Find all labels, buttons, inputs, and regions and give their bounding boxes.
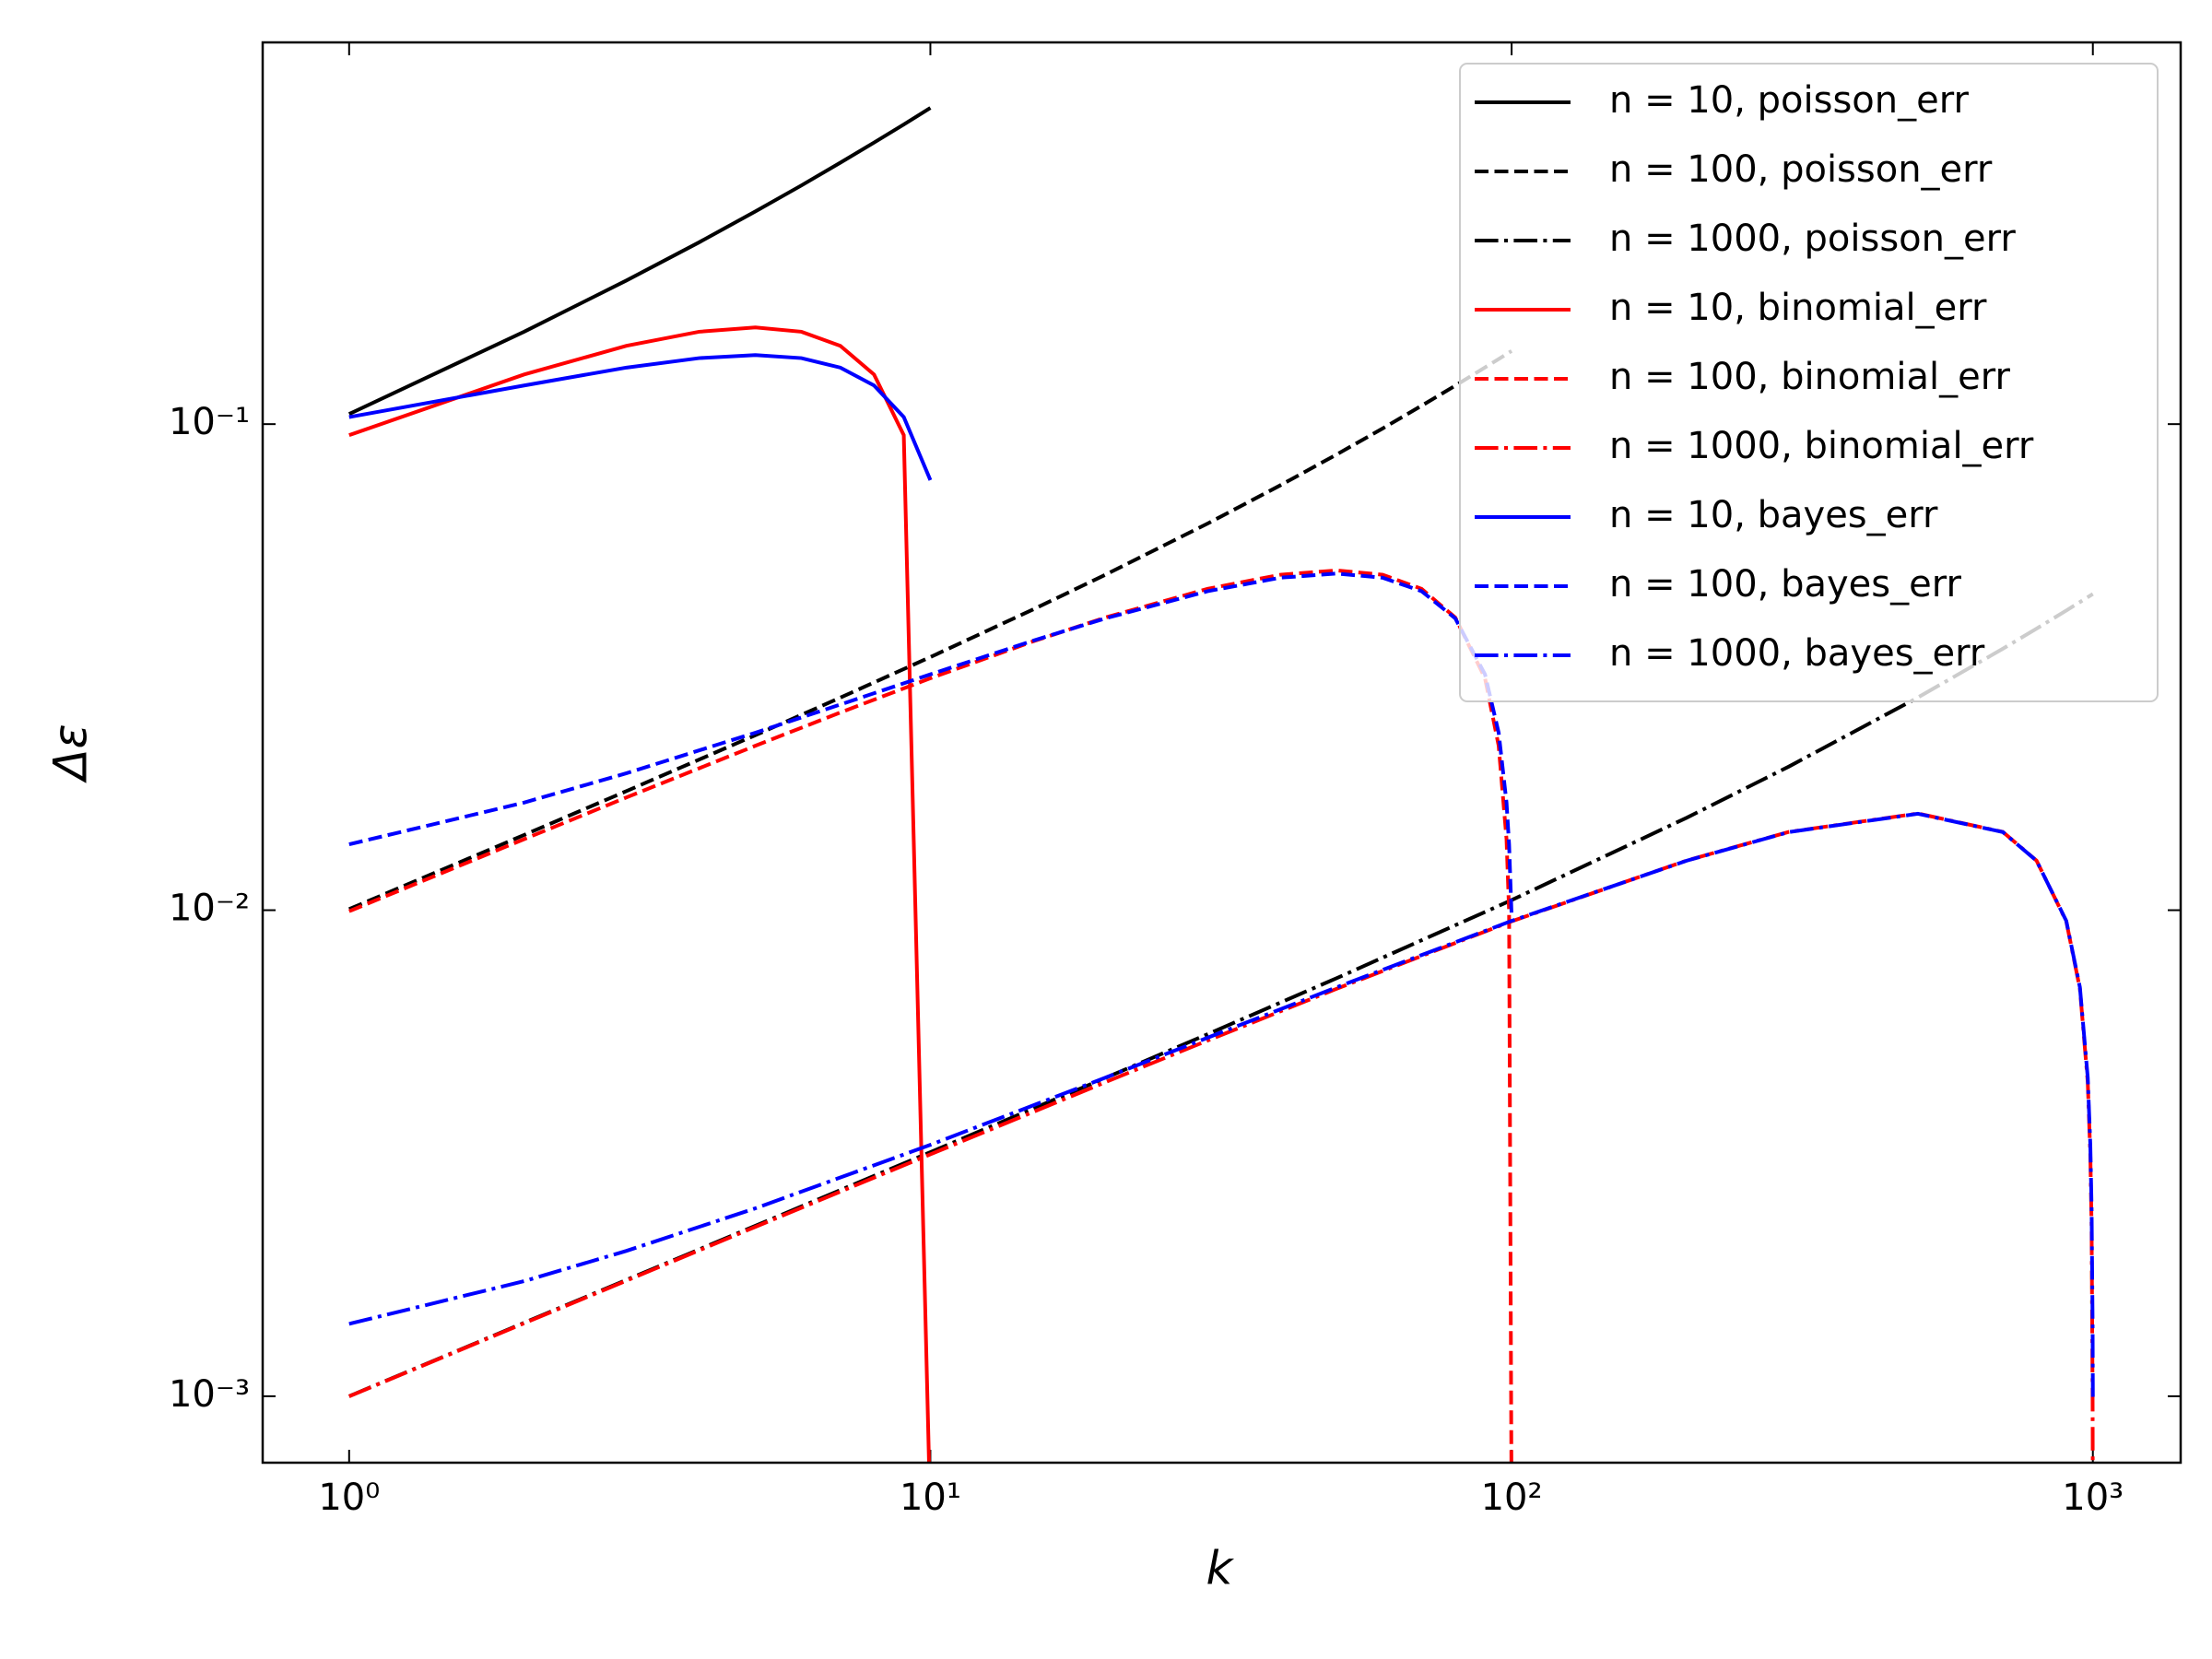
y-tick-label: 10⁻² [169,888,250,930]
legend-label: n = 1000, bayes_err [1609,632,1985,675]
x-tick-label: 10¹ [900,1477,961,1519]
y-axis-label: Δε [44,724,98,783]
legend-label: n = 10, poisson_err [1609,79,1969,122]
legend-box [1459,63,2159,702]
x-tick-label: 10⁰ [318,1477,380,1519]
series-line [348,592,2094,1398]
series-line [347,106,932,417]
series-line [348,325,931,1463]
x-axis-label: k [1206,1542,1235,1595]
legend-label: n = 10, binomial_err [1609,287,1987,329]
axes-frame [261,41,2183,1465]
series-line [348,571,1514,917]
series-line [348,349,1513,912]
y-tick-label: 10⁻¹ [169,401,250,443]
legend-label: n = 100, bayes_err [1609,563,1961,606]
legend-label: n = 1000, poisson_err [1609,218,2016,260]
series-line [348,353,933,481]
series-line [348,811,2095,1397]
x-tick-label: 10² [1481,1477,1543,1519]
y-tick-label: 10⁻³ [169,1373,250,1416]
legend-label: n = 100, poisson_err [1609,148,1993,191]
series-line [348,568,1513,1463]
legend-label: n = 100, binomial_err [1609,356,2010,398]
x-tick-label: 10³ [2062,1477,2124,1519]
legend-label: n = 10, bayes_err [1609,494,1938,536]
series-line [348,811,2095,1463]
legend-label: n = 1000, binomial_err [1609,425,2034,467]
